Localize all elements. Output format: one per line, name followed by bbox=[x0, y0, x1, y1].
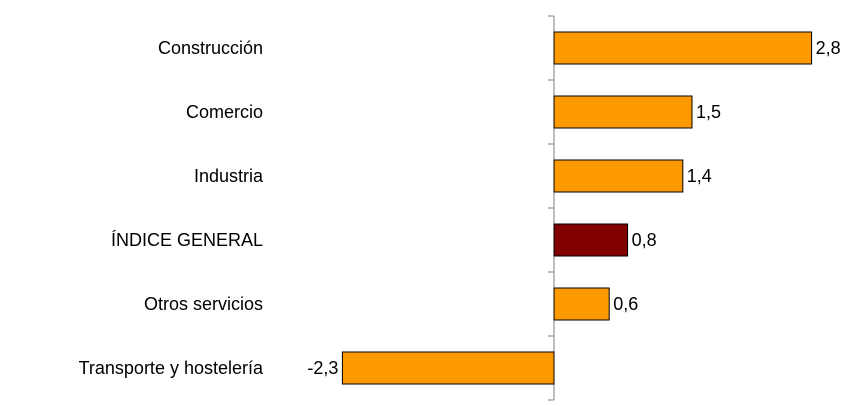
data-label: -2,3 bbox=[307, 358, 338, 378]
bar-4 bbox=[553, 287, 610, 321]
value-axis-group bbox=[548, 15, 555, 401]
data-label: 2,8 bbox=[816, 38, 841, 58]
data-label: 1,4 bbox=[687, 166, 712, 186]
bar-5 bbox=[341, 351, 555, 385]
value-labels-group: 2,8 1,5 1,4 0,8 0,6 -2,3 bbox=[307, 38, 840, 378]
category-label: Comercio bbox=[186, 102, 263, 122]
data-label: 1,5 bbox=[696, 102, 721, 122]
bar-1 bbox=[553, 95, 693, 129]
bar-0 bbox=[553, 31, 813, 65]
category-label: Transporte y hostelería bbox=[79, 358, 264, 378]
category-label: ÍNDICE GENERAL bbox=[111, 230, 263, 250]
bars-group bbox=[341, 31, 813, 385]
category-labels-group: Construcción Comercio Industria ÍNDICE GENE… bbox=[79, 38, 264, 378]
category-label: Industria bbox=[194, 166, 264, 186]
category-label: Construcción bbox=[158, 38, 263, 58]
bar-3 bbox=[553, 223, 629, 257]
bar-2 bbox=[553, 159, 684, 193]
category-label: Otros servicios bbox=[144, 294, 263, 314]
data-label: 0,6 bbox=[613, 294, 638, 314]
data-label: 0,8 bbox=[632, 230, 657, 250]
